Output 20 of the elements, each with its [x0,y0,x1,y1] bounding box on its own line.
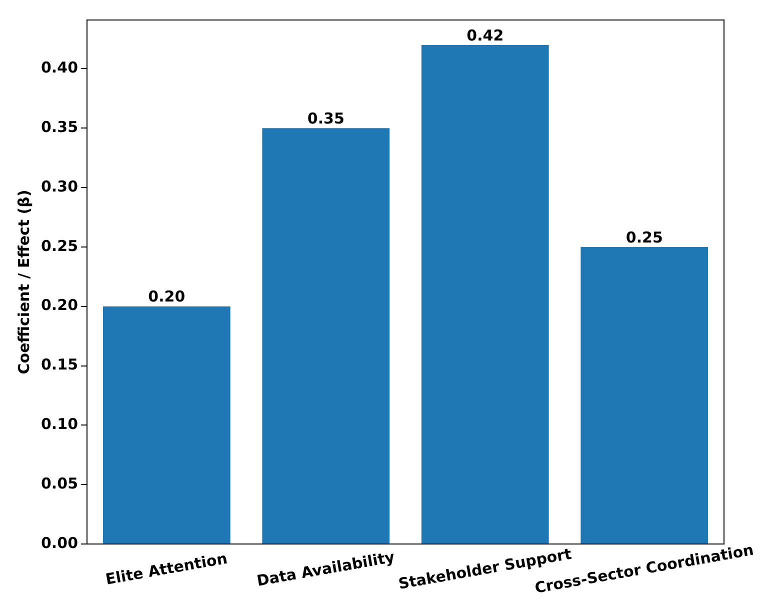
y-tick-label: 0.40 [40,58,78,77]
y-axis-title: Coefficient / Effect (β) [14,190,33,374]
bar [580,246,708,544]
data-label: 0.35 [307,110,344,128]
y-tick-label: 0.25 [40,236,78,255]
bar [102,306,230,544]
bar [262,128,390,544]
y-tick-label: 0.15 [40,356,78,374]
y-tick-label: 0.35 [40,118,78,136]
y-tick-label: 0.20 [40,296,78,314]
y-tick-label: 0.30 [40,177,78,196]
data-label: 0.25 [626,228,663,246]
y-tick-label: 0.05 [40,474,78,492]
bar [421,44,549,544]
x-tick-label: Data Availability [255,548,396,590]
y-tick-label: 0.10 [40,415,78,434]
x-tick-label: Elite Attention [104,549,229,588]
data-label: 0.42 [466,26,504,44]
data-label: 0.20 [148,288,186,306]
y-tick-label: 0.00 [40,534,78,552]
